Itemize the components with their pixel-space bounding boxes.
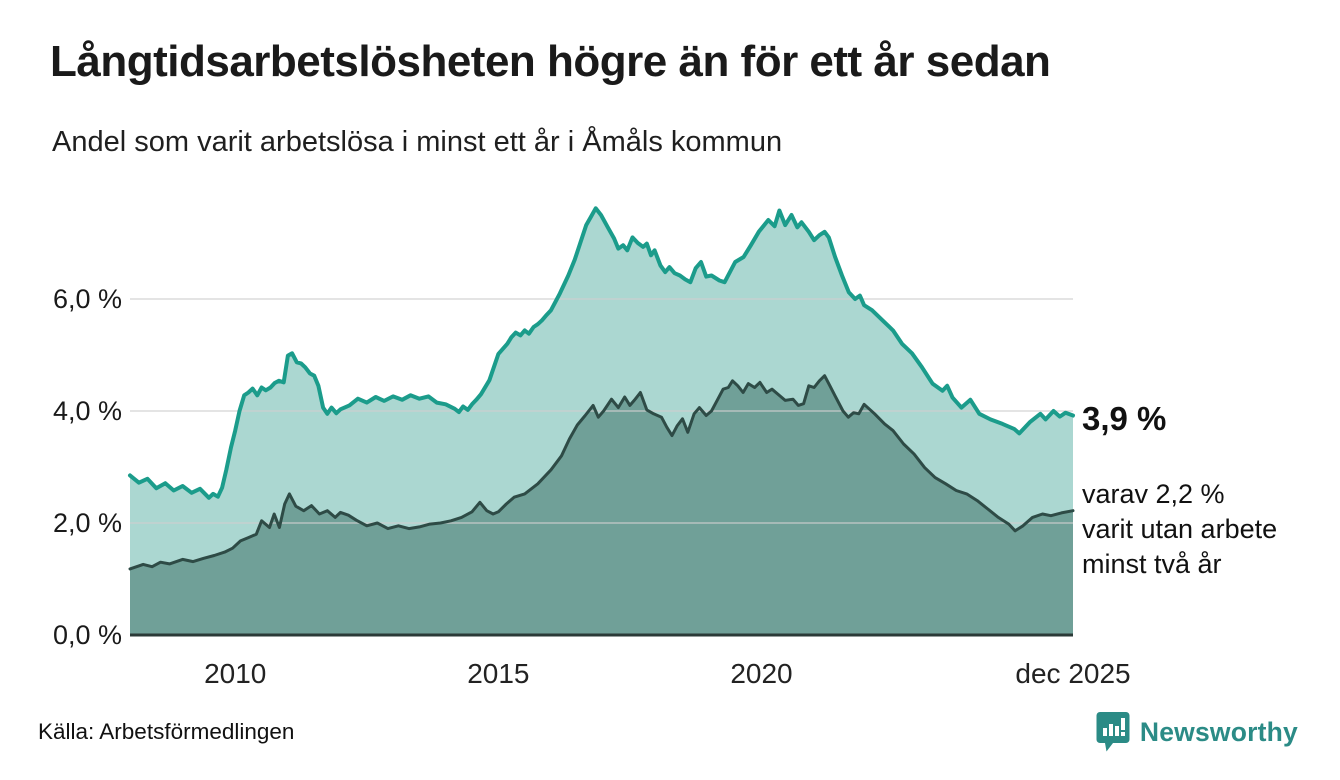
- latest-value-label: 3,9 %: [1082, 400, 1167, 437]
- x-tick-label: 2020: [730, 658, 793, 689]
- source-credit: Källa: Arbetsförmedlingen: [38, 719, 295, 744]
- secondary-value-line: minst två år: [1082, 549, 1222, 579]
- y-tick-label: 2,0 %: [52, 508, 122, 538]
- series-line-0: [128, 206, 1075, 500]
- x-tick-label: dec 2025: [1015, 658, 1131, 689]
- y-tick-label: 4,0 %: [52, 396, 122, 426]
- x-tick-label: 2010: [204, 658, 267, 689]
- secondary-value-line: varav 2,2 %: [1082, 479, 1225, 509]
- brand-name: Newsworthy: [1139, 716, 1298, 747]
- x-tick-label: 2015: [467, 658, 530, 689]
- series-line-1: [128, 374, 1075, 571]
- brand-logo: Newsworthy: [1096, 710, 1298, 754]
- y-tick-label: 0,0 %: [52, 620, 122, 650]
- page-title: Långtidsarbetslösheten högre än för ett …: [50, 37, 1051, 86]
- newsworthy-chart-bubble-icon: [1096, 711, 1130, 753]
- series-area-1: [130, 375, 1073, 635]
- secondary-value-line: varit utan arbete: [1082, 514, 1278, 544]
- y-tick-label: 6,0 %: [52, 284, 122, 314]
- page-subtitle: Andel som varit arbetslösa i minst ett å…: [52, 126, 783, 158]
- secondary-value-label: varav 2,2 % varit utan arbete minst två …: [1082, 477, 1277, 582]
